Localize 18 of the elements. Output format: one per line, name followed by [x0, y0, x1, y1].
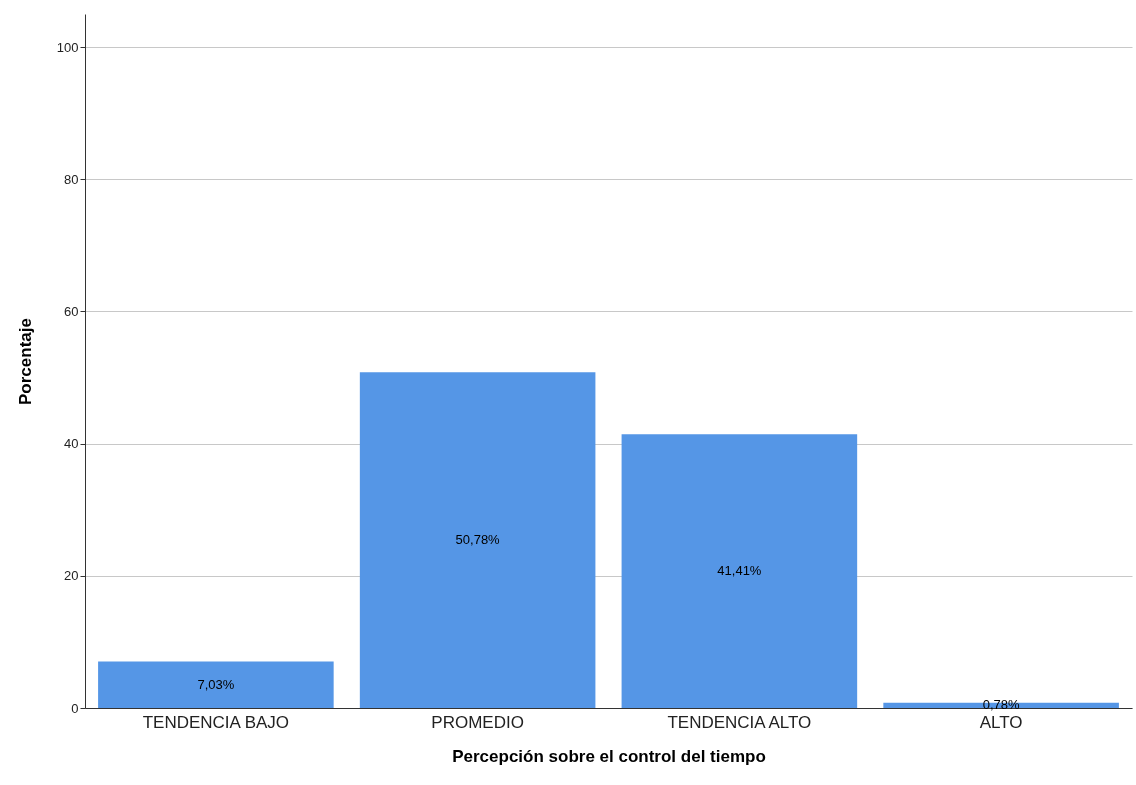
- y-tick-label: 80: [64, 171, 79, 187]
- x-tick-label: PROMEDIO: [431, 712, 524, 732]
- bar: [98, 661, 334, 708]
- bar: [359, 372, 596, 708]
- y-tick-label: 0: [71, 700, 79, 716]
- y-tick-label: 20: [64, 568, 79, 584]
- x-tick-label: TENDENCIA BAJO: [142, 712, 290, 732]
- x-tick-label: ALTO: [979, 712, 1023, 732]
- bar: [621, 434, 858, 708]
- y-axis-title: Porcentaje: [15, 318, 35, 405]
- data-label: 50,78%: [455, 532, 501, 548]
- y-tick-label: 60: [64, 303, 79, 319]
- y-tick-label: 40: [64, 436, 79, 452]
- x-tick-label: TENDENCIA ALTO: [667, 712, 812, 732]
- y-tick-label: 100: [56, 39, 79, 55]
- data-label: 41,41%: [717, 563, 762, 579]
- data-label: 7,03%: [197, 676, 235, 692]
- x-axis-title: Percepción sobre el control del tiempo: [452, 746, 766, 766]
